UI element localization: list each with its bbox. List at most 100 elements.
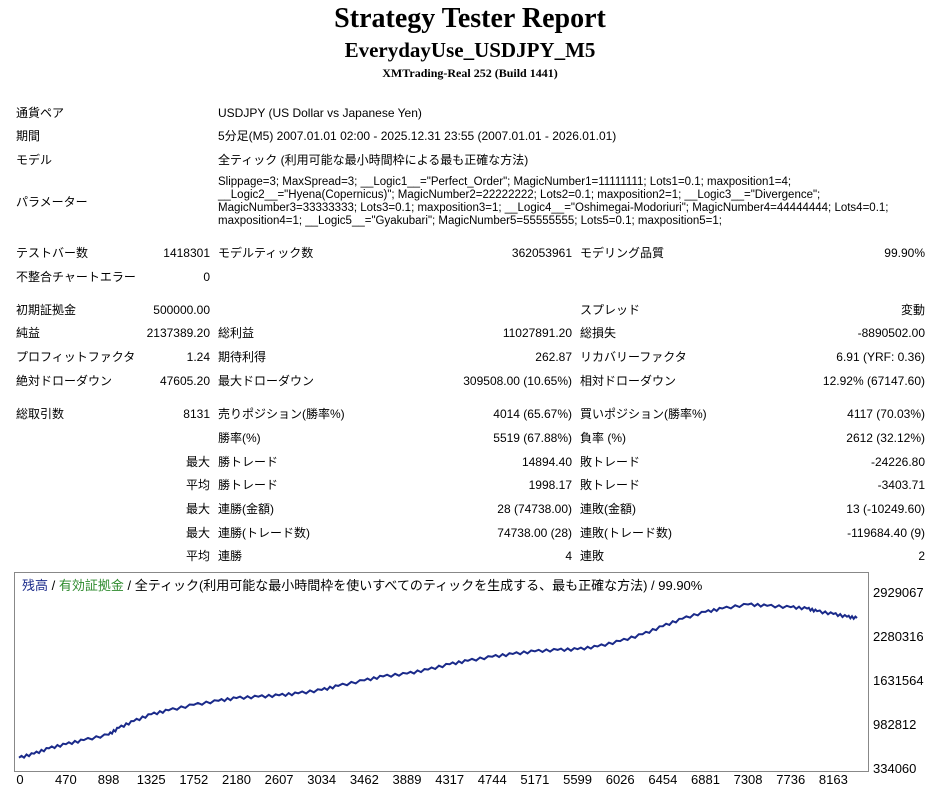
- x-tick-label: 2180: [222, 772, 251, 787]
- netprofit-value: 2137389.20: [146, 326, 210, 340]
- x-tick-label: 4317: [435, 772, 465, 787]
- x-tick-label: 2607: [264, 772, 294, 787]
- max-label-3: 最大: [185, 526, 210, 540]
- deposit-value: 500000.00: [153, 303, 210, 317]
- legend-balance: 残高: [22, 578, 49, 593]
- balance-line-series-0: [18, 602, 858, 759]
- period-value: 5分足(M5) 2007.01.01 02:00 - 2025.12.31 23…: [218, 129, 617, 143]
- grossloss-value: -8890502.00: [857, 326, 925, 340]
- legend-description: / 全ティック(利用可能な最小時間枠を使いすべてのティックを生成する、最も正確な…: [127, 578, 703, 593]
- symbol-label: 通貨ペア: [16, 106, 65, 120]
- spread-label: スプレッド: [580, 303, 641, 317]
- max-label: 最大: [185, 455, 210, 469]
- mcpw-label: 連勝(トレード数): [218, 526, 310, 540]
- avgloss-value: -3403.71: [877, 478, 925, 492]
- trades-label: 総取引数: [16, 407, 65, 421]
- winrate-label: 勝率(%): [218, 431, 261, 445]
- avgwin-value: 1998.17: [528, 478, 572, 492]
- expected-value: 262.87: [535, 350, 572, 364]
- x-tick-label: 3462: [349, 772, 379, 787]
- mcl-value: 13 (-10249.60): [846, 502, 925, 516]
- bars-value: 1418301: [163, 246, 210, 260]
- bars-label: テストバー数: [16, 246, 89, 260]
- grossprofit-label: 総利益: [218, 326, 255, 340]
- x-tick-label: 6881: [691, 772, 720, 787]
- expected-label: 期待利得: [218, 350, 267, 364]
- acl-label: 連敗: [580, 549, 605, 563]
- pf-value: 1.24: [186, 350, 210, 364]
- x-tick-label: 0: [16, 772, 24, 787]
- mcl-label: 連敗(金額): [580, 502, 636, 516]
- avgloss-label: 敗トレード: [580, 478, 641, 492]
- grossloss-label: 総損失: [580, 326, 617, 340]
- y-tick-label: 982812: [873, 717, 917, 732]
- x-tick-label: 1325: [136, 772, 166, 787]
- recovery-label: リカバリーファクタ: [580, 350, 687, 364]
- chart-plot-area: [18, 602, 858, 759]
- short-value: 4014 (65.67%): [493, 407, 572, 421]
- y-tick-label: 334060: [873, 761, 917, 776]
- short-label: 売りポジション(勝率%): [218, 407, 345, 421]
- x-tick-label: 5171: [520, 772, 550, 787]
- grossprofit-value: 11027891.20: [502, 326, 572, 340]
- y-tick-label: 2929067: [873, 585, 924, 600]
- symbol-value: USDJPY (US Dollar vs Japanese Yen): [218, 106, 422, 120]
- chart-legend: 残高 / 有効証拠金 / 全ティック(利用可能な最小時間枠を使いすべてのティック…: [22, 578, 702, 594]
- period-label: 期間: [16, 129, 41, 143]
- lossrate-value: 2612 (32.12%): [846, 431, 925, 445]
- acw-value: 4: [565, 549, 572, 563]
- long-value: 4117 (70.03%): [847, 407, 925, 421]
- winrate-value: 5519 (67.88%): [493, 431, 572, 445]
- report-title: Strategy Tester Report: [334, 3, 606, 34]
- x-tick-label: 8163: [818, 772, 848, 787]
- deposit-label: 初期証拠金: [16, 303, 77, 317]
- pf-label: プロフィットファクタ: [16, 350, 136, 364]
- maxdd-label: 最大ドローダウン: [218, 374, 315, 388]
- legend-equity: 有効証拠金: [58, 578, 124, 593]
- maxdd-value: 309508.00 (10.65%): [463, 374, 572, 388]
- model-value: 全ティック (利用可能な最小時間枠による最も正確な方法): [218, 153, 529, 167]
- lgloss-label: 敗トレード: [580, 455, 641, 469]
- acl-value: 2: [918, 549, 925, 563]
- legend-separator: /: [51, 578, 56, 593]
- lgwin-label: 勝トレード: [218, 455, 279, 469]
- avg-label: 平均: [185, 478, 210, 492]
- x-tick-label: 898: [97, 772, 120, 787]
- recovery-value: 6.91 (YRF: 0.36): [836, 350, 925, 364]
- mcw-label: 連勝(金額): [218, 502, 274, 516]
- x-tick-label: 5599: [563, 772, 593, 787]
- mcpl-label: 連敗(トレード数): [580, 526, 672, 540]
- absdd-label: 絶対ドローダウン: [16, 374, 113, 388]
- reldd-value: 12.92% (67147.60): [822, 374, 925, 388]
- lgloss-value: -24226.80: [870, 455, 925, 469]
- mismatch-label: 不整合チャートエラー: [16, 270, 136, 284]
- quality-value: 99.90%: [884, 246, 925, 260]
- mcpw-value: 74738.00 (28): [497, 526, 572, 540]
- acw-label: 連勝: [218, 549, 243, 563]
- x-tick-label: 6454: [648, 772, 678, 787]
- params-label: パラメーター: [16, 195, 88, 209]
- x-tick-label: 7308: [733, 772, 763, 787]
- absdd-value: 47605.20: [159, 374, 210, 388]
- x-tick-label: 1752: [179, 772, 209, 787]
- lossrate-label: 負率 (%): [580, 431, 626, 445]
- y-tick-label: 2280316: [873, 628, 924, 644]
- balance-chart: [14, 572, 869, 772]
- trades-value: 8131: [183, 407, 210, 421]
- server-info: XMTrading-Real 252 (Build 1441): [382, 66, 558, 80]
- model-label: モデル: [16, 153, 53, 167]
- reldd-label: 相対ドローダウン: [580, 374, 677, 388]
- x-tick-label: 6026: [605, 772, 635, 787]
- x-tick-label: 3889: [392, 772, 422, 787]
- ticks-value: 362053961: [511, 246, 572, 260]
- max-label-2: 最大: [185, 502, 210, 516]
- mcpl-value: -119684.40 (9): [847, 526, 925, 540]
- avgwin-label: 勝トレード: [218, 478, 279, 492]
- long-label: 買いポジション(勝率%): [580, 407, 707, 421]
- x-tick-label: 3034: [307, 772, 337, 787]
- avg-label-2: 平均: [185, 549, 210, 563]
- params-value: Slippage=3; MaxSpread=3; __Logic1__="Per…: [218, 176, 889, 227]
- quality-label: モデリング品質: [580, 246, 665, 260]
- netprofit-label: 純益: [16, 326, 41, 340]
- x-tick-label: 4744: [477, 772, 507, 787]
